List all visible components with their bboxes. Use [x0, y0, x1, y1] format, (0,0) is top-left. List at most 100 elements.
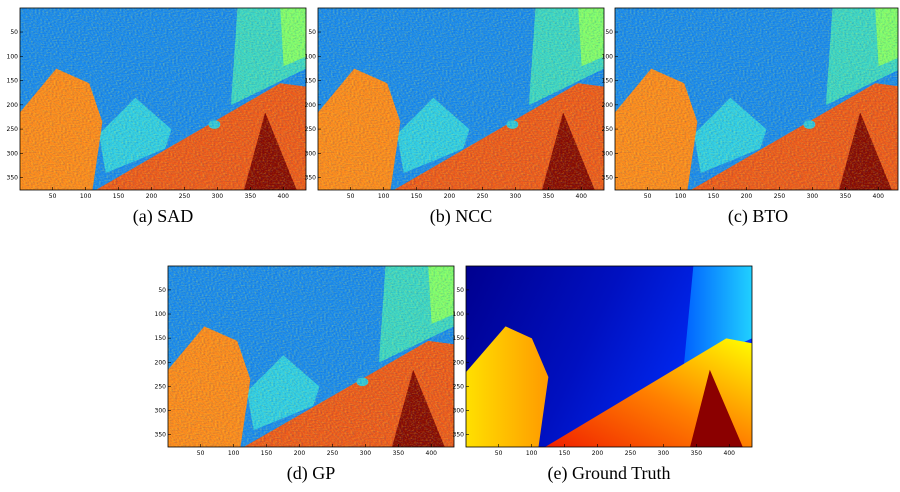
y-tick-label: 200: [7, 102, 19, 109]
y-tick-label: 300: [305, 150, 317, 157]
x-tick-label: 250: [477, 193, 489, 200]
x-tick-label: 100: [228, 450, 240, 457]
image: [615, 8, 900, 191]
image: [20, 8, 308, 191]
y-tick-label: 200: [602, 102, 614, 109]
panel: 50 100 150 200 250 300 350 400 50 100 150 200 250 300…: [155, 265, 456, 484]
x-tick-label: 150: [559, 450, 571, 457]
y-tick-label: 50: [456, 287, 464, 294]
x-tick-label: 300: [360, 450, 372, 457]
x-tick-label: 300: [510, 193, 522, 200]
y-tick-label: 50: [308, 29, 316, 36]
x-tick-label: 350: [245, 193, 257, 200]
caption: (d) GP: [287, 463, 336, 484]
y-tick-label: 100: [7, 53, 19, 60]
caption: (e) Ground Truth: [547, 463, 670, 484]
y-tick-label: 150: [305, 78, 317, 85]
x-tick-label: 400: [724, 450, 736, 457]
x-tick-label: 150: [411, 193, 423, 200]
x-tick-label: 350: [543, 193, 555, 200]
y-tick-label: 100: [155, 311, 167, 318]
panel: 50 100 150 200 250 300 350 400 50 100 150 200 250 300…: [453, 265, 753, 484]
frame: [465, 265, 753, 448]
x-tick-label: 50: [49, 193, 57, 200]
x-tick-label: 250: [774, 193, 786, 200]
panel: 50 100 150 200 250 300 350 400 50 100 150 200 250 300…: [7, 7, 308, 227]
y-tick-label: 150: [453, 335, 465, 342]
disparity-image: [168, 266, 456, 448]
disparity-image: [318, 8, 606, 191]
x-tick-label: 400: [576, 193, 588, 200]
y-tick-label: 100: [602, 53, 614, 60]
y-tick-label: 250: [602, 126, 614, 133]
y-tick-label: 50: [605, 29, 613, 36]
image: [466, 266, 752, 447]
image: [168, 266, 456, 448]
x-tick-label: 350: [393, 450, 405, 457]
panel: 50 100 150 200 250 300 350 400 50 100 150 200 250 300…: [305, 7, 606, 227]
y-tick-label: 100: [453, 311, 465, 318]
x-tick-label: 100: [80, 193, 92, 200]
x-tick-label: 250: [179, 193, 191, 200]
y-tick-label: 50: [10, 29, 18, 36]
y-tick-label: 100: [305, 53, 317, 60]
x-tick-label: 150: [261, 450, 273, 457]
caption: (b) NCC: [430, 206, 493, 227]
x-tick-label: 50: [495, 450, 503, 457]
x-tick-label: 200: [741, 193, 753, 200]
y-tick-label: 350: [7, 175, 19, 182]
x-tick-label: 400: [873, 193, 885, 200]
y-tick-label: 200: [155, 359, 167, 366]
y-tick-label: 350: [155, 432, 167, 439]
x-tick-label: 50: [347, 193, 355, 200]
x-tick-label: 200: [146, 193, 158, 200]
y-tick-label: 300: [602, 150, 614, 157]
y-tick-label: 150: [602, 78, 614, 85]
frame: [317, 7, 605, 191]
panel: 50 100 150 200 250 300 350 400 50 100 150 200 250 300…: [602, 7, 900, 227]
disparity-image: [615, 8, 900, 191]
x-tick-label: 300: [658, 450, 670, 457]
y-tick-label: 350: [453, 432, 465, 439]
y-tick-label: 150: [7, 78, 19, 85]
x-tick-label: 350: [840, 193, 852, 200]
x-tick-label: 300: [212, 193, 224, 200]
y-tick-label: 350: [305, 175, 317, 182]
x-tick-label: 350: [691, 450, 703, 457]
y-tick-label: 150: [155, 335, 167, 342]
x-tick-label: 300: [807, 193, 819, 200]
x-tick-label: 50: [644, 193, 652, 200]
caption: (c) BTO: [728, 206, 788, 227]
y-tick-label: 300: [155, 408, 167, 415]
y-tick-label: 300: [453, 408, 465, 415]
y-tick-label: 250: [155, 383, 167, 390]
x-tick-label: 400: [278, 193, 290, 200]
x-tick-label: 200: [592, 450, 604, 457]
x-tick-label: 250: [625, 450, 637, 457]
caption: (a) SAD: [133, 206, 194, 227]
frame: [19, 7, 307, 191]
y-tick-label: 200: [453, 359, 465, 366]
y-tick-label: 350: [602, 175, 614, 182]
x-tick-label: 200: [294, 450, 306, 457]
image: [318, 8, 606, 191]
y-tick-label: 250: [7, 126, 19, 133]
x-tick-label: 100: [526, 450, 538, 457]
x-tick-label: 250: [327, 450, 339, 457]
y-tick-label: 250: [453, 383, 465, 390]
x-tick-label: 150: [113, 193, 125, 200]
x-tick-label: 50: [197, 450, 205, 457]
y-tick-label: 50: [158, 287, 166, 294]
x-tick-label: 100: [378, 193, 390, 200]
x-tick-label: 100: [675, 193, 687, 200]
x-tick-label: 150: [708, 193, 720, 200]
x-tick-label: 200: [444, 193, 456, 200]
frame: [167, 265, 455, 448]
y-tick-label: 300: [7, 150, 19, 157]
x-tick-label: 400: [426, 450, 438, 457]
frame: [614, 7, 899, 191]
disparity-image: [466, 266, 752, 447]
disparity-image: [20, 8, 308, 191]
y-tick-label: 250: [305, 126, 317, 133]
